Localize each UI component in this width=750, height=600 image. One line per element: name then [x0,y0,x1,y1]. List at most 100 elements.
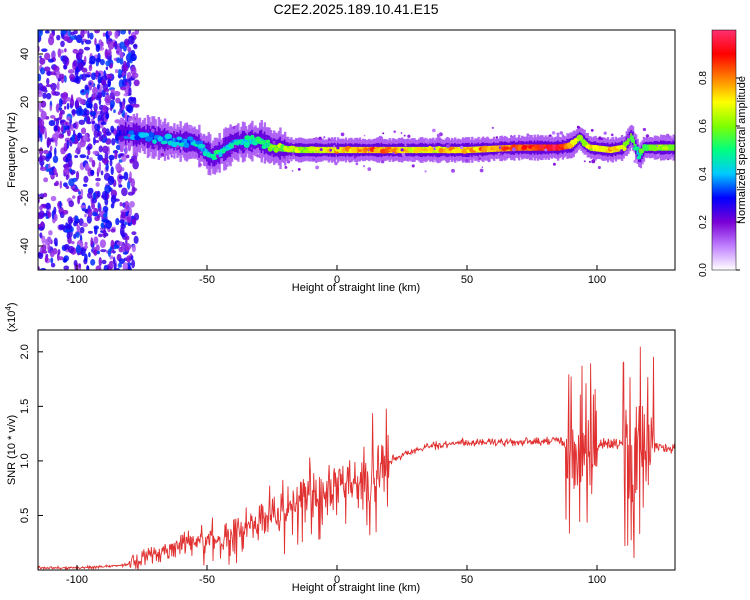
noise-blob [89,55,96,65]
scatter-point [180,146,183,150]
noise-blob [41,48,48,53]
ridge-blob [202,150,208,157]
noise-blob [63,36,70,42]
spectrogram-ytick-label: 20 [19,96,31,108]
noise-blob [70,35,76,41]
noise-blob [133,235,139,244]
spectrogram-xtick-label: 50 [461,274,473,286]
snr-xtick-label: -50 [199,574,215,586]
ridge-blob [257,140,266,145]
noise-blob [100,249,107,253]
noise-blob [73,233,77,239]
noise-blob [54,125,58,132]
ridge-blob [243,142,250,149]
noise-blob [88,64,93,72]
noise-blob [38,133,42,139]
ridge-blob [438,147,444,153]
scatter-point [486,136,489,140]
noise-blob [38,30,43,37]
noise-blob [41,244,47,252]
noise-blob [67,245,75,254]
noise-blob [117,262,122,268]
scatter-point [498,146,502,149]
ridge-blob [503,146,510,150]
noise-blob [122,75,126,81]
noise-blob [133,212,140,221]
ridge-core [174,137,178,145]
noise-blob [40,110,47,120]
ridge-blob [311,146,316,152]
scatter-point [465,158,469,162]
noise-blob [52,155,59,164]
ridge-core [179,138,182,145]
ridge-core [185,138,189,146]
spectrogram-ticks: -100 -50 0 50 100 -40 -20 0 20 40 [19,48,606,286]
ridge-blob [195,140,204,145]
noise-blob [49,249,55,258]
scatter-point [392,151,395,155]
snr-plot-area [38,330,675,570]
scatter-point [340,132,345,137]
noise-blob [121,244,125,253]
scatter-point [576,125,580,129]
noise-blob [72,195,76,199]
noise-blob [55,180,59,186]
scatter-point [215,154,220,158]
spectrogram-ytick-label: -40 [19,238,31,254]
noise-blob [39,147,44,156]
noise-blob [54,147,57,157]
scatter-point [284,165,288,169]
noise-blob [67,158,73,168]
ridge-blob [421,148,429,152]
noise-blob [88,157,93,163]
ridge-blob [143,132,150,138]
noise-blob [56,34,61,41]
scatter-point [270,153,274,157]
scatter-point [459,145,464,150]
noise-blob [86,115,90,124]
noise-blob [90,259,96,266]
noise-blob [67,216,73,225]
noise-blob [104,48,109,58]
ridge-blob [539,145,545,149]
noise-blob [70,31,75,36]
scatter-point [336,146,340,150]
noise-blob [40,67,46,75]
noise-blob [80,188,84,197]
noise-blob [124,243,132,251]
scatter-point [250,147,253,150]
noise-blob [44,255,48,263]
scatter-point [176,145,180,148]
noise-blob [102,104,107,113]
noise-blob [128,77,134,81]
scatter-point [665,133,670,138]
scatter-point [353,155,357,159]
noise-blob [77,62,84,71]
scatter-point [291,152,295,156]
noise-blob [63,65,67,70]
ridge-blob [522,145,528,149]
noise-blob [128,87,132,96]
noise-blob [86,102,93,109]
noise-blob [65,174,69,181]
noise-blob [95,265,102,270]
noise-blob [112,41,117,48]
ridge-blob [661,146,670,150]
ridge-core [162,136,165,143]
scatter-point [318,136,322,140]
noise-blob [71,240,75,245]
noise-blob [128,96,135,105]
ridge-blob [270,144,277,148]
noise-blob [75,170,80,180]
ridge-core [163,136,167,143]
snr-ytick-label: 1.5 [19,399,31,414]
noise-blob [39,166,47,172]
noise-blob [75,52,80,58]
scatter-point [667,158,669,161]
noise-blob [91,159,96,168]
noise-blob [129,159,134,164]
noise-blob [96,250,100,255]
noise-blob [46,70,52,76]
snr-xtick-label: -100 [66,574,88,586]
scatter-point [424,138,429,143]
